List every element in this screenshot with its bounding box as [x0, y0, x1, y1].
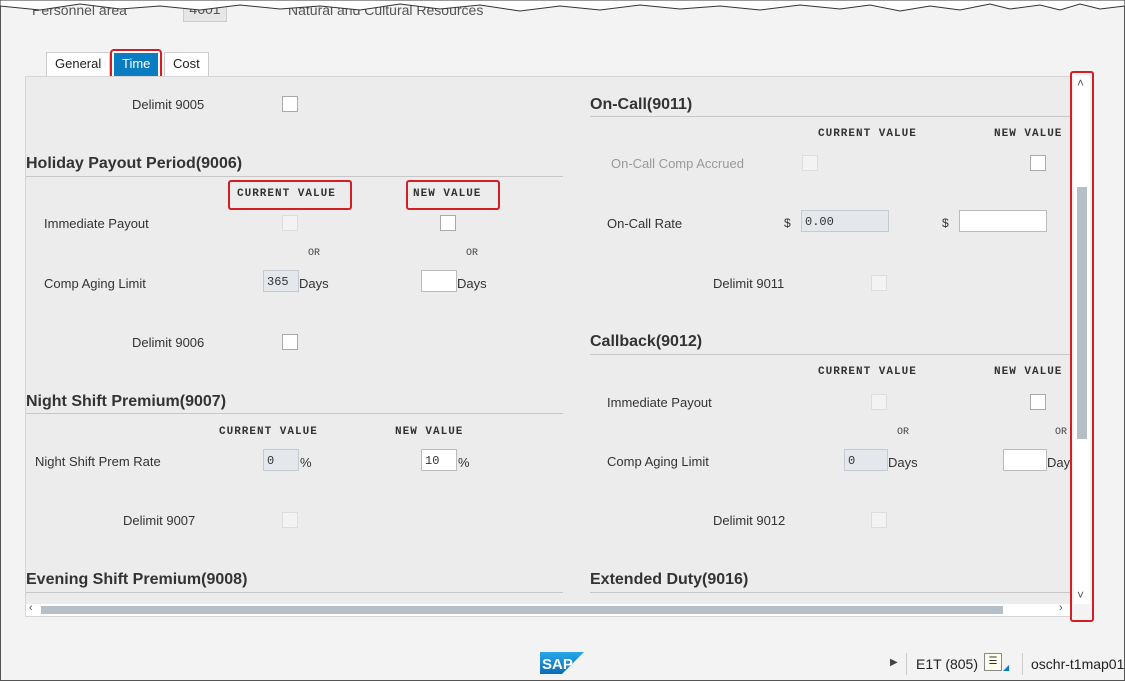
- new-value-header: NEW VALUE: [994, 128, 1063, 140]
- time-panel: Delimit 9005 Holiday Payout Period(9006)…: [25, 76, 1072, 617]
- or-label: OR: [466, 248, 479, 259]
- comp-aging-limit-label: Comp Aging Limit: [44, 276, 146, 291]
- divider: [590, 116, 1071, 117]
- dropdown-icon[interactable]: ◢: [1003, 663, 1010, 672]
- divider: [590, 592, 1071, 593]
- delimit-9006-checkbox[interactable]: [282, 334, 298, 350]
- scroll-left-icon[interactable]: ‹: [29, 602, 33, 614]
- evening-shift-title: Evening Shift Premium(9008): [26, 571, 248, 588]
- days-unit: Days: [1047, 455, 1071, 470]
- delimit-9012-label: Delimit 9012: [713, 513, 786, 528]
- new-night-rate-input[interactable]: 10: [421, 449, 457, 471]
- current-value-header: CURRENT VALUE: [818, 128, 917, 140]
- current-value-header: CURRENT VALUE: [237, 188, 336, 200]
- immediate-payout-label: Immediate Payout: [44, 216, 149, 231]
- sap-logo: SAP: [540, 652, 584, 674]
- delimit-9005-label: Delimit 9005: [132, 97, 205, 112]
- on-call-rate-label: On-Call Rate: [607, 216, 683, 231]
- delimit-9005-checkbox[interactable]: [282, 96, 298, 112]
- currency-symbol: $: [784, 216, 791, 230]
- night-shift-title: Night Shift Premium(9007): [26, 393, 227, 410]
- night-shift-rate-label: Night Shift Prem Rate: [35, 454, 161, 469]
- currency-symbol: $: [942, 216, 949, 230]
- current-value-header: CURRENT VALUE: [818, 366, 917, 378]
- current-accrued-checkbox: [802, 155, 818, 171]
- server-name: oschr-t1map01: [1031, 656, 1125, 672]
- or-label: OR: [1055, 427, 1068, 438]
- current-on-call-rate-field: 0.00: [801, 210, 889, 232]
- new-accrued-checkbox[interactable]: [1030, 155, 1046, 171]
- current-immediate-payout-checkbox: [282, 215, 298, 231]
- highlight-box: [1070, 71, 1094, 622]
- current-comp-aging-field: 0: [844, 449, 888, 471]
- horizontal-scroll-thumb[interactable]: [41, 606, 1003, 614]
- delimit-9006-label: Delimit 9006: [132, 335, 205, 350]
- new-immediate-payout-checkbox[interactable]: [1030, 394, 1046, 410]
- divider: [1022, 653, 1023, 675]
- new-value-header: NEW VALUE: [994, 366, 1063, 378]
- current-comp-aging-field: 365: [263, 270, 299, 292]
- delimit-9011-label: Delimit 9011: [713, 276, 785, 291]
- divider: [26, 592, 563, 593]
- holiday-payout-title: Holiday Payout Period(9006): [26, 155, 243, 172]
- vertical-scrollbar[interactable]: ˄ ˅: [1074, 76, 1090, 604]
- percent-unit: %: [300, 455, 312, 470]
- divider: [906, 653, 907, 675]
- highlight-box: [228, 180, 352, 210]
- new-immediate-payout-checkbox[interactable]: [440, 215, 456, 231]
- scroll-down-icon[interactable]: ˅: [1077, 588, 1085, 602]
- new-on-call-rate-input[interactable]: [959, 210, 1047, 232]
- on-call-comp-accrued-label: On-Call Comp Accrued: [611, 156, 744, 171]
- divider: [26, 413, 563, 414]
- divider: [590, 354, 1071, 355]
- new-value-header: NEW VALUE: [395, 426, 464, 438]
- percent-unit: %: [458, 455, 470, 470]
- days-unit: Days: [888, 455, 918, 470]
- immediate-payout-label: Immediate Payout: [607, 395, 712, 410]
- divider: [26, 176, 563, 177]
- new-value-header: NEW VALUE: [413, 188, 482, 200]
- system-info: E1T (805): [916, 656, 978, 672]
- tab-time[interactable]: Time: [109, 49, 163, 82]
- days-unit: Days: [457, 276, 487, 291]
- days-unit: Days: [299, 276, 329, 291]
- tab-general[interactable]: General: [46, 52, 111, 77]
- delimit-9012-checkbox: [871, 512, 887, 528]
- or-label: OR: [308, 248, 321, 259]
- torn-edge: [0, 0, 1125, 12]
- new-comp-aging-input[interactable]: [421, 270, 457, 292]
- scroll-right-icon[interactable]: ›: [1059, 602, 1063, 614]
- current-immediate-payout-checkbox: [871, 394, 887, 410]
- expand-status-icon[interactable]: ▶: [890, 657, 898, 668]
- vertical-scroll-thumb[interactable]: [1077, 187, 1087, 439]
- comp-aging-limit-label: Comp Aging Limit: [607, 454, 709, 469]
- callback-title: Callback(9012): [590, 333, 703, 350]
- scroll-up-icon[interactable]: ˄: [1077, 76, 1085, 90]
- svg-text:SAP: SAP: [542, 656, 573, 673]
- current-night-rate-field: 0: [263, 449, 299, 471]
- current-value-header: CURRENT VALUE: [219, 426, 318, 438]
- new-comp-aging-input[interactable]: [1003, 449, 1047, 471]
- extended-duty-title: Extended Duty(9016): [590, 571, 749, 588]
- delimit-9007-checkbox: [282, 512, 298, 528]
- delimit-9007-label: Delimit 9007: [123, 513, 196, 528]
- horizontal-scrollbar[interactable]: ‹ ›: [26, 602, 1071, 616]
- delimit-9011-checkbox: [871, 275, 887, 291]
- tab-cost[interactable]: Cost: [164, 52, 209, 77]
- or-label: OR: [897, 427, 910, 438]
- on-call-title: On-Call(9011): [590, 96, 693, 113]
- highlight-box: [406, 180, 500, 210]
- system-menu-icon[interactable]: ☰: [984, 653, 1002, 671]
